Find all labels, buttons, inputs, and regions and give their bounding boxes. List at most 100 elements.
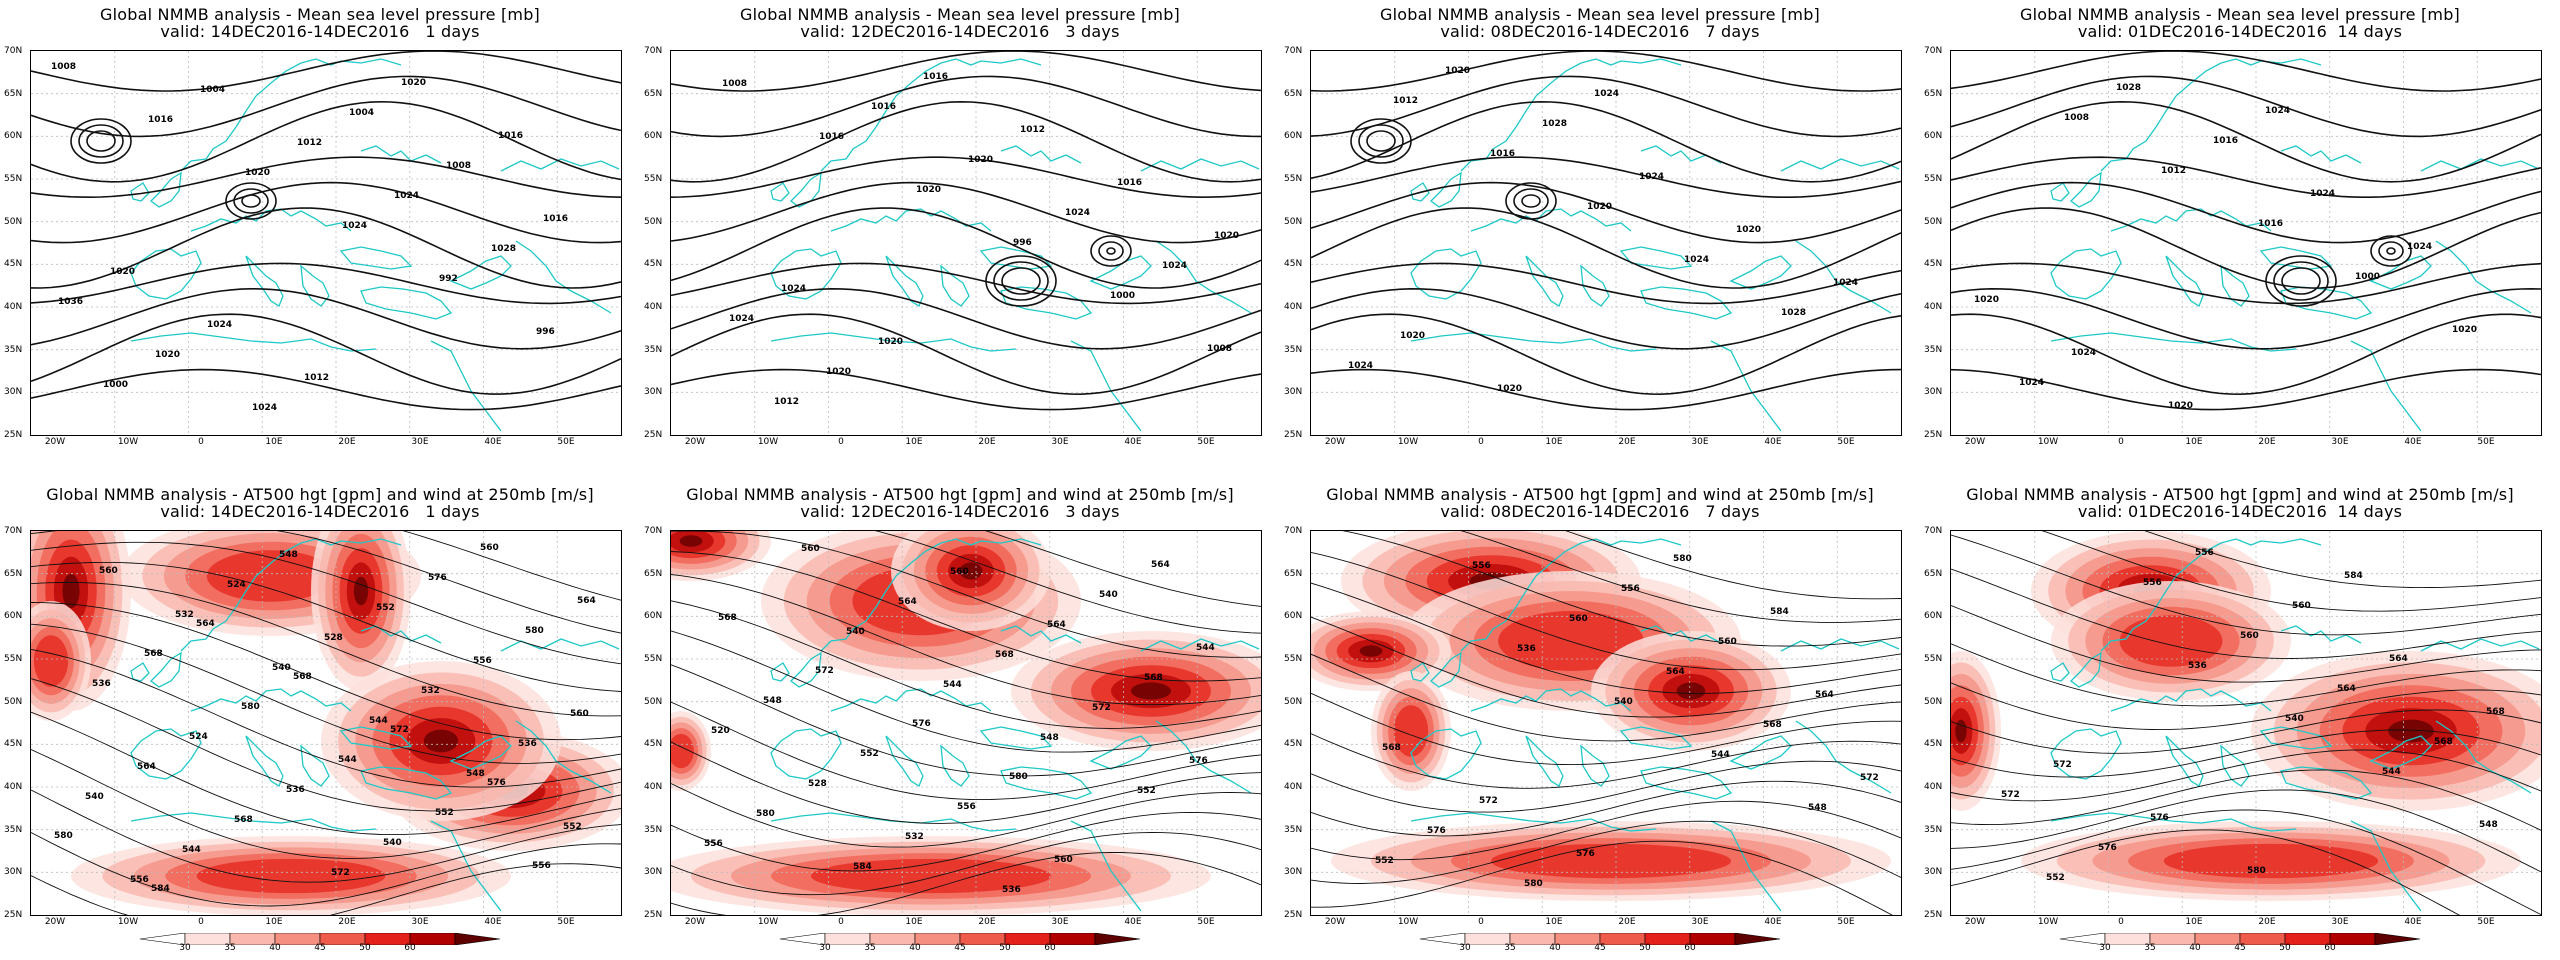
lon-tick-label: 10W [2037,917,2059,927]
contour-label: 1020 [1445,66,1470,76]
contour-label: 1024 [1594,89,1619,99]
wind-colorbar: 30 35 40 45 50 60 [1410,930,1790,954]
contour-label: 568 [1144,673,1163,683]
contour-label: 1008 [51,62,76,72]
contour-label: 1020 [2168,401,2193,411]
contour-label: 568 [144,649,163,659]
contour-label: 536 [1002,885,1021,895]
lat-tick-label: 45N [1284,739,1303,750]
contour-label: 1004 [200,85,225,95]
contour-label: 1012 [1393,96,1418,106]
lon-tick-label: 10E [265,437,283,447]
panel-title: Global NMMB analysis - Mean sea level pr… [640,6,1280,40]
colorbar-label: 50 [999,943,1011,953]
lon-tick-label: 0 [198,917,204,927]
contour-label: 584 [1770,607,1789,617]
contour-label: 1020 [826,367,851,377]
lat-tick-label: 35N [1924,824,1943,835]
contour-label: 536 [92,679,111,689]
lat-tick-label: 45N [4,259,23,270]
contour-label: 1024 [2265,106,2290,116]
lon-tick-label: 50E [2477,437,2495,447]
map-area: 536 540 544 548 552 556 560 564 568 572 576 556 560 5… [1950,530,2542,916]
contour-label: 996 [1013,238,1032,248]
contour-label: 540 [846,627,865,637]
contour-label: 540 [1099,590,1118,600]
colorbar-label: 40 [269,943,281,953]
contour-label: 1020 [110,267,135,277]
contour-label: 556 [130,875,149,885]
lat-tick-label: 25N [644,910,663,920]
colorbar-label: 45 [1594,943,1606,953]
map-area: 540 544 548 552 556 560 564 568 572 576 580 584 560 5… [670,530,1262,916]
lon-tick-label: 20W [1964,437,1986,447]
lon-tick-label: 0 [1478,917,1484,927]
contour-label: 536 [2188,661,2207,671]
lat-tick-label: 45N [644,739,663,750]
lon-tick-label: 20W [684,437,706,447]
contour-label: 1024 [2071,348,2096,358]
map-svg: 1008 1016 1020 996 1000 1008 1012 1016 1020 1024 1… [671,51,1261,435]
contour-label: 1024 [252,403,277,413]
colorbar-label: 50 [2279,943,2291,953]
colorbar-swatch [1734,932,1781,946]
lat-tick-label: 70N [1284,46,1303,56]
lat-tick-label: 25N [644,430,663,440]
lon-tick-label: 40E [484,437,502,447]
panel-title: Global NMMB analysis - Mean sea level pr… [0,6,640,40]
panel-title: Global NMMB analysis - AT500 hgt [gpm] a… [1280,486,1920,520]
colorbar-swatch [2374,932,2421,946]
lat-tick-label: 45N [1924,259,1943,270]
lat-tick-label: 45N [1284,259,1303,270]
lat-tick-label: 65N [1924,88,1943,99]
contour-label: 532 [421,686,440,696]
map-area: 1008 1012 1016 1000 1020 1024 1028 1016 1024 1024… [1950,50,2542,436]
contour-label: 1024 [1639,172,1664,182]
contour-label: 1016 [2258,219,2283,229]
lon-tick-label: 50E [1837,917,1855,927]
contour-label: 544 [2382,767,2401,777]
lat-tick-label: 60N [644,611,663,622]
lat-tick-label: 65N [4,568,23,579]
contour-label: 1024 [2310,189,2335,199]
lon-tick-label: 30E [1051,917,1069,927]
colorbar-label: 30 [819,943,831,953]
contour-label: 1024 [2019,378,2044,388]
contour-label: 528 [808,779,827,789]
contour-label: 560 [2240,631,2259,641]
contour-label: 1008 [446,161,471,171]
colorbar-label: 60 [404,943,416,953]
contour-label: 1020 [245,168,270,178]
contour-label: 1016 [1117,178,1142,188]
lon-tick-label: 30E [411,437,429,447]
map-area: 532 540 544 548 552 556 524 528 532 536 540 544 548 5… [30,530,622,916]
contour-label: 1028 [2116,83,2141,93]
lat-tick-label: 55N [4,174,23,184]
lon-tick-label: 20E [1618,437,1636,447]
panel-z500-1day: Global NMMB analysis - AT500 hgt [gpm] a… [0,480,640,960]
contour-label: 996 [536,327,555,337]
contour-label: 1028 [1781,308,1806,318]
contour-label: 1016 [543,214,568,224]
lon-tick-label: 20W [44,917,66,927]
contour-label: 556 [532,861,551,871]
contour-label: 580 [1673,554,1692,564]
contour-label: 564 [1047,620,1066,630]
lon-tick-label: 0 [2118,917,2124,927]
contour-label: 556 [1472,561,1491,571]
lat-tick-label: 60N [644,131,663,142]
lat-tick-label: 50N [4,216,23,227]
contour-label: 540 [1614,697,1633,707]
lon-tick-label: 50E [1197,437,1215,447]
contour-label: 532 [905,832,924,842]
lat-tick-label: 35N [644,824,663,835]
lat-tick-label: 55N [1924,654,1943,664]
contour-label: 584 [2344,571,2363,581]
contour-label: 576 [1427,826,1446,836]
contour-label: 560 [99,566,118,576]
contour-label: 1024 [781,284,806,294]
valid-line: valid: 12DEC2016-14DEC2016 3 days [800,22,1120,41]
contour-label: 1016 [498,131,523,141]
contour-label: 572 [1092,703,1111,713]
map-svg: 540 544 548 552 556 560 564 568 572 576 580 584 560 5… [671,531,1261,915]
